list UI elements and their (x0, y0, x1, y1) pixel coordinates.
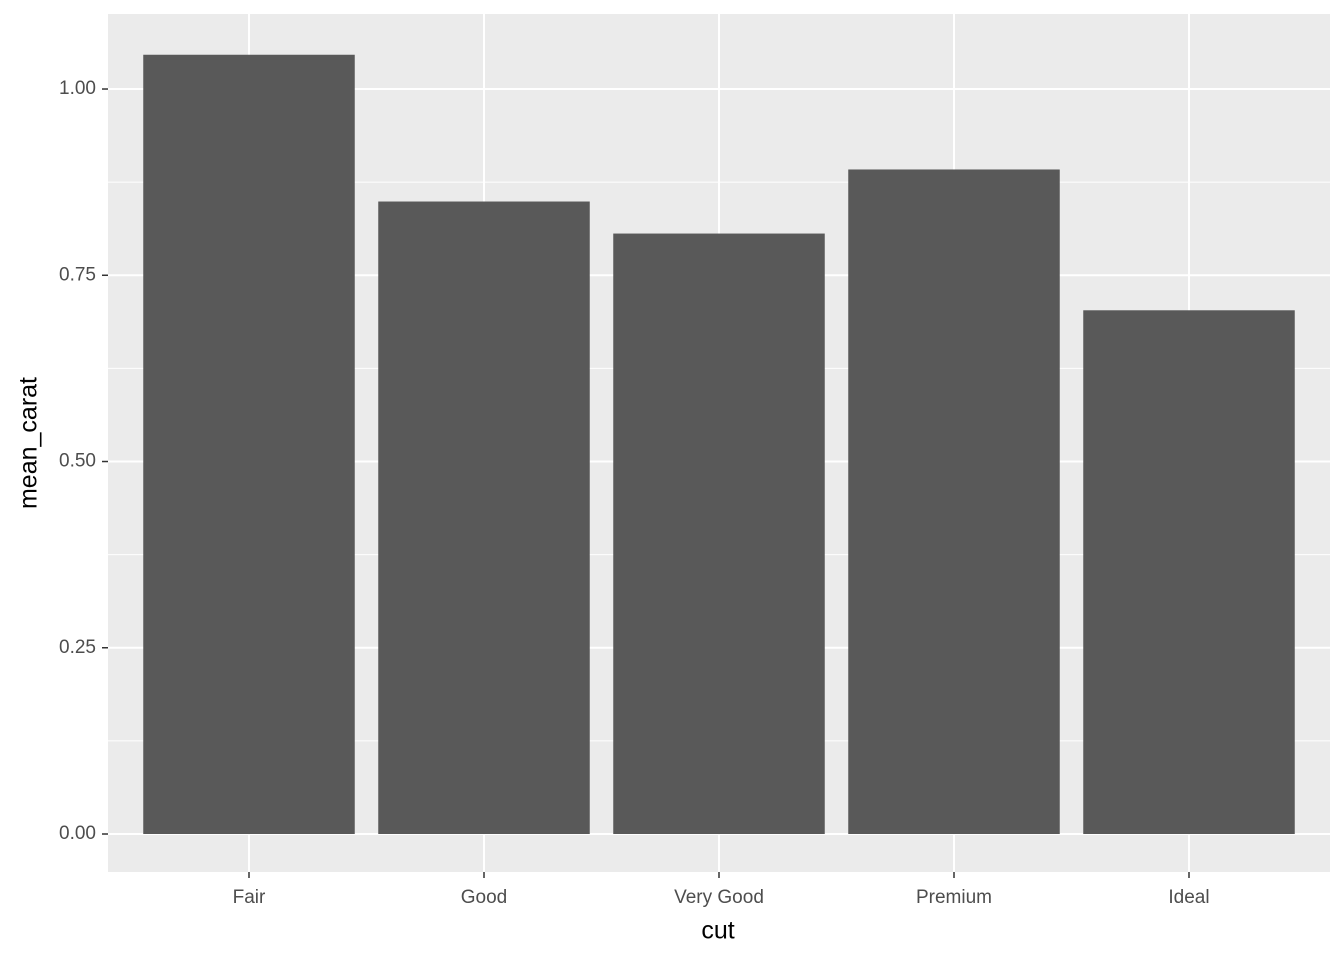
bar (143, 54, 355, 835)
y-tick-label: 1.00 (59, 78, 96, 99)
bar (848, 169, 1060, 835)
x-axis-title: cut (701, 917, 734, 945)
y-tick-label: 0.50 (59, 451, 96, 472)
y-tick-label: 0.00 (59, 823, 96, 844)
x-tick-label: Premium (916, 887, 992, 908)
x-tick-label: Fair (233, 887, 266, 908)
x-tick-label: Good (461, 887, 507, 908)
y-axis-title: mean_carat (15, 377, 43, 509)
bar (1083, 310, 1295, 835)
y-tick-label: 0.25 (59, 637, 96, 658)
x-tick-label: Ideal (1168, 887, 1209, 908)
x-tick-label: Very Good (674, 887, 764, 908)
bar (613, 233, 825, 835)
y-tick-label: 0.75 (59, 264, 96, 285)
bar (378, 201, 590, 835)
